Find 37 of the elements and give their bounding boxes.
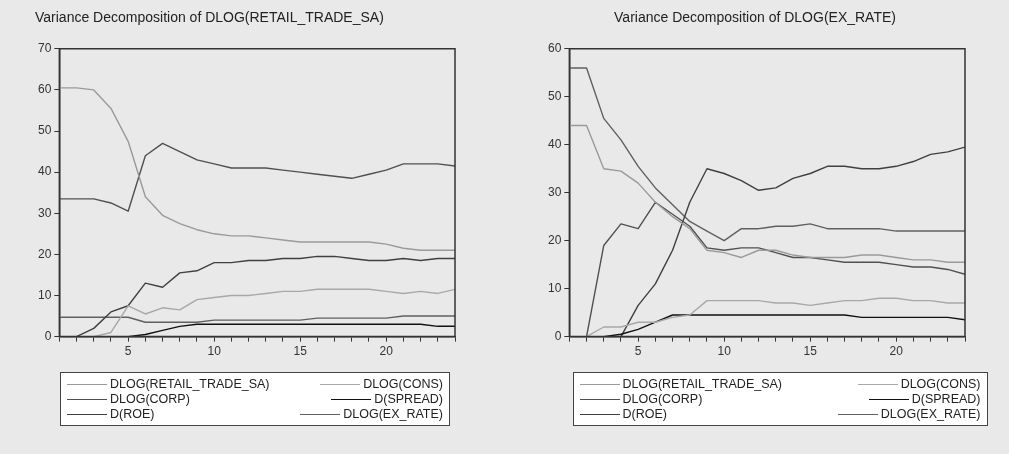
y-tick-label: 0: [554, 328, 562, 343]
x-tick-label: 5: [634, 344, 642, 359]
legend-label: DLOG(CORP): [110, 392, 190, 406]
y-tick-label: 60: [547, 41, 562, 56]
y-tick-label: 20: [547, 232, 562, 247]
legend-label: DLOG(EX_RATE): [343, 407, 443, 421]
y-tick-label: 30: [547, 185, 562, 200]
legend-label: D(SPREAD): [374, 392, 443, 406]
x-tick-label: 10: [717, 344, 732, 359]
y-tick-label: 10: [37, 287, 52, 302]
x-tick-label: 5: [124, 344, 132, 359]
x-tick-label: 20: [889, 344, 904, 359]
x-tick-label: 10: [207, 344, 222, 359]
chart-title: Variance Decomposition of DLOG(EX_RATE): [614, 9, 896, 26]
y-tick-label: 60: [37, 82, 52, 97]
y-tick-label: 10: [547, 280, 562, 295]
y-tick-label: 0: [44, 328, 52, 343]
chart-title: Variance Decomposition of DLOG(RETAIL_TRADE_SA): [35, 9, 384, 26]
y-tick-label: 40: [37, 164, 52, 179]
legend-label: DLOG(EX_RATE): [880, 407, 981, 421]
x-tick-label: 20: [379, 344, 394, 359]
legend-label: DLOG(CORP): [622, 392, 703, 406]
x-tick-label: 15: [293, 344, 308, 359]
y-tick-label: 50: [37, 123, 52, 138]
y-tick-label: 30: [37, 205, 52, 220]
y-tick-label: 70: [37, 41, 52, 56]
legend-label: DLOG(CONS): [900, 377, 981, 391]
legend-label: DLOG(CONS): [363, 377, 443, 391]
legend-label: D(ROE): [622, 407, 667, 421]
x-tick-label: 15: [803, 344, 818, 359]
legend-label: D(SPREAD): [911, 392, 981, 406]
legend-label: D(ROE): [110, 407, 155, 421]
legend-label: DLOG(RETAIL_TRADE_SA): [110, 377, 270, 391]
y-tick-label: 40: [547, 137, 562, 152]
y-tick-label: 20: [37, 246, 52, 261]
legend-label: DLOG(RETAIL_TRADE_SA): [622, 377, 783, 391]
y-tick-label: 50: [547, 89, 562, 104]
